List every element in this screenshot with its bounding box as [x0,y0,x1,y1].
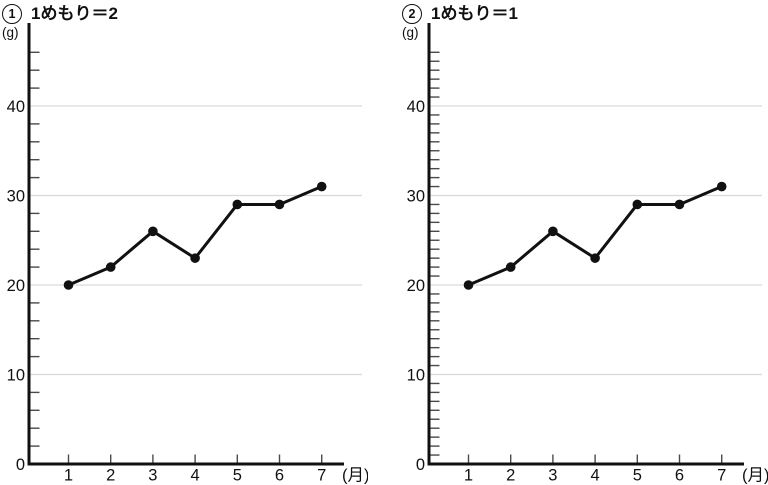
y-tick-label: 40 [407,98,425,116]
y-tick-label: 20 [407,277,425,295]
series-line [467,185,724,287]
line-chart-svg: 1 2 3 4 5 6 7 (月) 0 10 20 30 40 (g) [402,23,768,485]
data-point [590,253,600,263]
x-tick-label: 5 [233,467,242,485]
x-tick-label: 2 [106,467,115,485]
data-point [232,199,243,210]
line-chart-svg: 1 2 3 4 5 6 7 (月) 0 10 20 30 40 (g) [2,23,368,485]
x-axis-unit-label: (月) [342,467,368,485]
data-point [148,226,158,237]
x-tick-label: 1 [464,467,473,485]
x-tick-label: 4 [591,467,600,485]
chart-1: 1 1めもり＝2 1 2 3 4 5 6 7 (月) 0 10 20 30 40 (g) [0,0,368,485]
data-point [505,262,516,272]
chart-1-title: 1 1めもり＝2 [2,3,118,25]
x-tick-label: 6 [675,467,684,485]
chart-2-title: 2 1めもり＝1 [402,3,518,25]
chart-1-title-text: 1めもり＝2 [31,4,118,23]
data-point [274,199,285,210]
circled-number-2-icon: 2 [402,4,422,24]
x-tick-label: 7 [717,467,726,485]
x-tick-label: 5 [633,467,642,485]
y-tick-label: 10 [407,366,425,384]
x-tick-label: 3 [148,467,157,485]
data-point [316,181,327,192]
chart-2-plot-area: 1 2 3 4 5 6 7 (月) 0 10 20 30 40 (g) [400,0,768,485]
series-line [67,185,324,287]
x-tick-label: 3 [548,467,557,485]
chart-2-title-text: 1めもり＝1 [431,4,518,23]
data-point [105,262,116,272]
data-point [548,226,558,237]
y-tick-label: 0 [16,456,25,474]
x-tick-label: 6 [275,467,284,485]
chart-1-plot-area: 1 2 3 4 5 6 7 (月) 0 10 20 30 40 (g) [0,0,368,485]
y-tick-label: 40 [7,98,25,116]
x-tick-label: 7 [317,467,326,485]
data-point [632,199,643,210]
y-axis-unit-label: (g) [402,25,419,40]
data-point [63,280,74,290]
chart-2: 2 1めもり＝1 1 2 3 4 5 6 7 (月) 0 10 20 30 40 (g) [400,0,768,485]
x-axis-unit-label: (月) [742,467,768,485]
x-tick-label: 1 [64,467,73,485]
x-tick-label: 2 [506,467,515,485]
data-point [674,199,685,210]
y-tick-label: 30 [7,187,25,205]
y-axis-unit-label: (g) [2,25,19,40]
y-tick-label: 0 [416,456,425,474]
x-tick-label: 4 [191,467,200,485]
y-tick-label: 10 [7,366,25,384]
y-tick-label: 30 [407,187,425,205]
circled-number-1-icon: 1 [2,4,22,24]
data-point [716,181,727,192]
y-tick-label: 20 [7,277,25,295]
data-point [190,253,200,263]
data-point [463,280,474,290]
